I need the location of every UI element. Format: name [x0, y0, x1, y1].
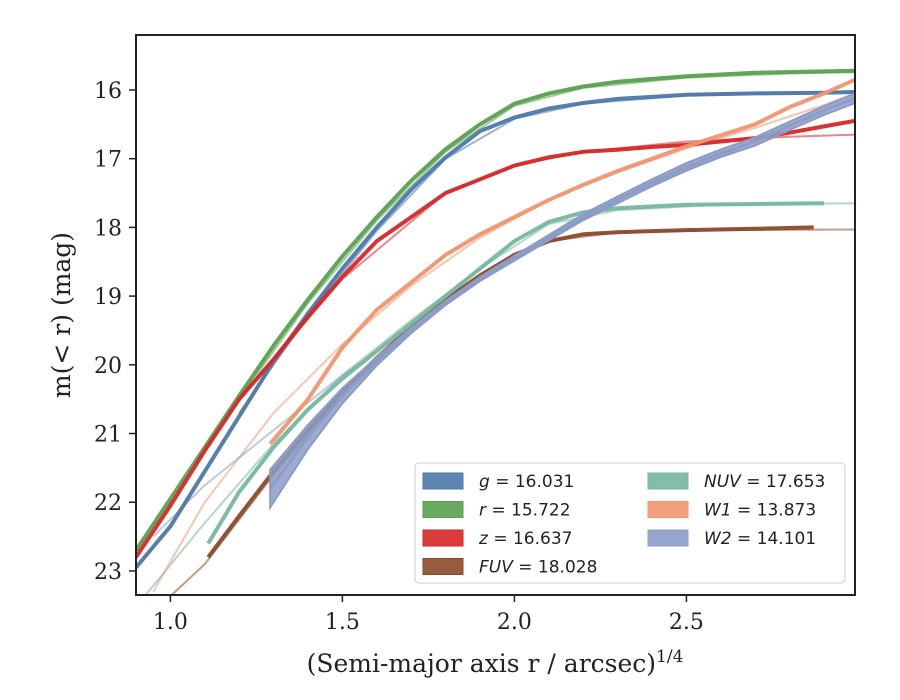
y-tick-label: 21	[94, 423, 122, 448]
plot-frame	[135, 34, 856, 596]
y-tick-label: 17	[94, 148, 122, 173]
y-tick-label: 23	[94, 560, 122, 585]
legend-band-w1: W1	[704, 501, 732, 521]
legend-band-fuv: FUV	[479, 558, 514, 578]
legend-swatch-r	[422, 501, 464, 518]
legend-value-fuv: = 18.028	[513, 558, 598, 578]
legend-label-r: r = 15.722	[479, 501, 571, 521]
legend-value-z: = 16.637	[488, 529, 573, 549]
y-tick-label: 20	[94, 354, 122, 379]
profile-line-w1	[268, 77, 855, 446]
profile-line-z	[136, 118, 855, 559]
profile-line-g	[136, 90, 855, 569]
legend-label-fuv: FUV = 18.028	[479, 558, 597, 578]
legend-label-g: g = 16.031	[479, 472, 574, 492]
legend-swatch-w1	[647, 501, 689, 518]
x-axis-label: (Semi-major axis r / arcsec)1/4	[307, 647, 684, 678]
legend-band-w2: W2	[704, 529, 732, 549]
legend-label-w2: W2 = 14.101	[704, 529, 816, 549]
x-tick-label: 1.5	[325, 610, 360, 635]
legend-value-r: = 15.722	[486, 501, 571, 521]
legend-swatch-fuv	[422, 558, 464, 575]
legend-value-w1: = 13.873	[732, 501, 817, 521]
legend-box	[414, 462, 846, 584]
legend-band-g: g	[479, 472, 490, 492]
legend-swatch-nuv	[647, 472, 689, 490]
y-axis-label: m(< r) (mag)	[47, 232, 76, 398]
series-layer	[136, 68, 855, 595]
y-tick-label: 19	[94, 285, 122, 310]
legend-swatch-w2	[647, 529, 689, 547]
legend-value-g: = 16.031	[490, 472, 575, 492]
x-axis-label-exponent: 1/4	[656, 647, 683, 667]
legend-label-nuv: NUV = 17.653	[704, 472, 825, 492]
ticks-layer: 1.0 1.5 2.0 2.5 16 17 18 19 20 21 22 23	[94, 79, 704, 635]
y-tick-label: 18	[94, 216, 122, 241]
x-tick-label: 2.0	[497, 610, 532, 635]
profile-line-w2	[268, 96, 855, 490]
legend-value-nuv: = 17.653	[741, 472, 826, 492]
y-tick-label: 16	[94, 79, 122, 104]
legend-band-r: r	[479, 501, 487, 521]
legend-label-z: z = 16.637	[478, 529, 572, 549]
y-tick-label: 22	[94, 491, 122, 516]
legend-value-w2: = 14.101	[732, 529, 817, 549]
legend-swatch-g	[422, 472, 464, 490]
legend-band-z: z	[478, 529, 489, 549]
legend-band-nuv: NUV	[704, 472, 742, 492]
x-tick-label: 1.0	[153, 610, 188, 635]
profile-line-r	[136, 68, 855, 552]
uncertainty-band-w2	[269, 92, 855, 511]
legend-label-w1: W1 = 13.873	[704, 501, 816, 521]
profile-line-nuv	[206, 201, 825, 545]
legend-swatch-z	[422, 529, 464, 547]
x-tick-label: 2.5	[669, 610, 704, 635]
